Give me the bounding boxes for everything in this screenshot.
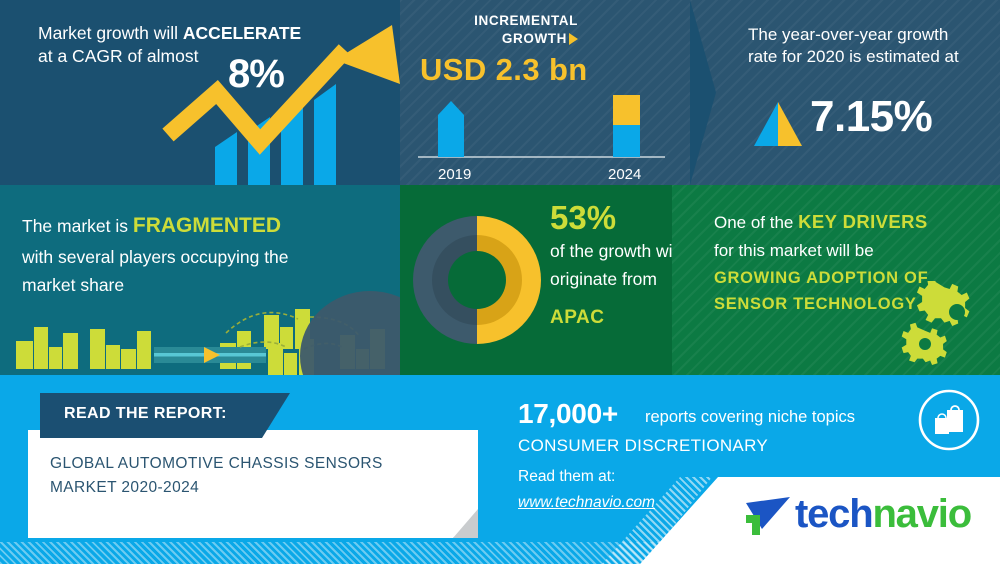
bar-2024-increment bbox=[613, 95, 640, 125]
logo-text-navio: navio bbox=[872, 492, 972, 536]
read-the-report-label: READ THE REPORT: bbox=[64, 405, 227, 422]
yoy-line2: rate for 2020 is estimated at bbox=[748, 47, 959, 67]
yoy-value: 7.15% bbox=[810, 92, 933, 141]
donut-hole bbox=[448, 251, 506, 309]
cagr-text-line2: at a CAGR of almost bbox=[38, 46, 199, 67]
stripe-texture bbox=[690, 0, 1000, 185]
growth-bars-chart bbox=[162, 25, 400, 185]
read-them-at-label: Read them at: bbox=[518, 468, 616, 485]
fragmented-line2: with several players occupying the bbox=[22, 247, 289, 268]
drivers-line4: SENSOR TECHNOLOGY bbox=[714, 295, 917, 314]
split-triangle-icon bbox=[754, 102, 802, 146]
report-coverage-text: reports covering niche topics bbox=[645, 408, 856, 426]
drivers-plain: One of the bbox=[714, 213, 799, 232]
fragmented-line3: market share bbox=[22, 275, 125, 296]
apac-donut-chart bbox=[413, 216, 541, 344]
apac-line2: originate from bbox=[550, 269, 657, 290]
connector-track bbox=[154, 347, 266, 363]
cagr-value: 8% bbox=[228, 52, 285, 96]
fragmented-statement: The market is FRAGMENTED with several pl… bbox=[22, 209, 392, 300]
drivers-line3: GROWING ADOPTION OF bbox=[714, 268, 929, 287]
incremental-title-line2: GROWTH bbox=[501, 31, 567, 47]
stripe-texture bbox=[672, 185, 1000, 375]
panel-yoy-growth: The year-over-year growth rate for 2020 … bbox=[690, 0, 1000, 185]
incremental-growth-title: INCREMENTAL GROWTH bbox=[418, 12, 578, 48]
fragmented-plain: The market is bbox=[22, 216, 133, 236]
panel-apac: 53% of the growth will originate from AP… bbox=[400, 185, 672, 375]
cagr-text-bold: ACCELERATE bbox=[182, 23, 302, 43]
panel-key-drivers: One of the KEY DRIVERS for this market w… bbox=[672, 185, 1000, 375]
panel-incremental-growth: INCREMENTAL GROWTH USD 2.3 bn 2019 2024 bbox=[400, 0, 690, 185]
cagr-text-plain: Market growth will bbox=[38, 23, 183, 43]
report-category: CONSUMER DISCRETIONARY bbox=[518, 436, 768, 455]
gears-icon bbox=[901, 281, 970, 366]
read-the-report-banner[interactable]: READ THE REPORT: bbox=[40, 393, 290, 438]
apac-line1: of the growth will bbox=[550, 241, 672, 261]
report-count: 17,000+ bbox=[518, 398, 618, 429]
apac-percent: 53% bbox=[550, 199, 617, 236]
incremental-title-line1: INCREMENTAL bbox=[474, 13, 578, 28]
drivers-bold: KEY DRIVERS bbox=[798, 211, 928, 232]
report-title-card[interactable]: GLOBAL AUTOMOTIVE CHASSIS SENSORS MARKET… bbox=[28, 430, 478, 538]
tick-label-2024: 2024 bbox=[608, 166, 641, 183]
apac-region-label: APAC bbox=[550, 307, 605, 328]
report-title: GLOBAL AUTOMOTIVE CHASSIS SENSORS MARKET… bbox=[50, 455, 383, 497]
apac-statement: of the growth will originate from bbox=[550, 237, 672, 294]
yoy-line1: The year-over-year growth bbox=[748, 25, 949, 44]
paper-plane-icon bbox=[746, 497, 790, 535]
logo-text-tech: tech bbox=[795, 492, 874, 536]
bar-2024-base bbox=[613, 125, 640, 157]
arrow-head-icon bbox=[335, 25, 400, 84]
city-clusters-icon bbox=[16, 309, 385, 375]
tick-label-2019: 2019 bbox=[438, 166, 471, 183]
fragmented-bold: FRAGMENTED bbox=[132, 214, 282, 237]
shopping-bags-icon bbox=[918, 389, 980, 451]
incremental-growth-chart: 2019 2024 bbox=[418, 95, 665, 183]
triangle-marker-icon bbox=[569, 33, 578, 46]
drivers-line2: for this market will be bbox=[714, 240, 874, 260]
cagr-statement: Market growth will ACCELERATE at a CAGR … bbox=[38, 22, 338, 68]
panel-cagr: Market growth will ACCELERATE at a CAGR … bbox=[0, 0, 400, 185]
technavio-url-link[interactable]: www.technavio.com bbox=[518, 494, 655, 511]
drivers-statement: One of the KEY DRIVERS for this market w… bbox=[714, 207, 994, 318]
incremental-growth-value: USD 2.3 bn bbox=[420, 52, 588, 87]
panel-fragmented: The market is FRAGMENTED with several pl… bbox=[0, 185, 400, 375]
trend-arrow-icon bbox=[162, 44, 352, 155]
bar-2019 bbox=[438, 101, 464, 157]
yoy-statement: The year-over-year growth rate for 2020 … bbox=[748, 24, 998, 69]
technavio-wordmark: technavio bbox=[795, 492, 972, 537]
